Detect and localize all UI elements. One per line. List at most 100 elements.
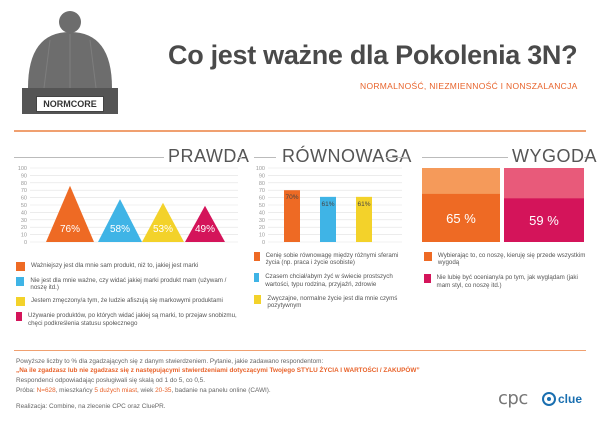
y-tick-label: 10 (259, 233, 265, 239)
legend-swatch-blue (254, 273, 260, 283)
normcore-badge: NORMCORE (18, 93, 122, 113)
section-title-wygoda: WYGODA (512, 146, 598, 166)
sample-text-2: , wiek (136, 387, 156, 394)
y-tick-label: 70 (21, 188, 27, 194)
y-tick-label: 100 (256, 166, 265, 172)
page-title: Co jest ważne dla Pokolenia 3N? (168, 40, 578, 70)
legend-item: Zwyczajne, normalne życie jest dla mnie … (254, 294, 404, 310)
wygoda-legend: Wybierając to, co noszę, kieruję się prz… (424, 252, 588, 289)
legend-item: Nie jest dla mnie ważne, czy widać jakie… (16, 277, 241, 291)
footer-scale: Respondenci odpowiadając posługiwali się… (16, 377, 206, 384)
legend-item: Używanie produktów, po których widać jak… (16, 312, 241, 327)
legend-item: Czasem chciał/abym żyć w świecie prostsz… (254, 273, 404, 288)
sample-label: Próba: (16, 387, 37, 394)
legend-item: Ważniejszy jest dla mnie sam produkt, ni… (16, 262, 241, 271)
y-tick-label: 60 (21, 196, 27, 202)
rownowaga-legend: Cenię sobie równowagę między różnymi sfe… (254, 252, 404, 309)
legend-item: Wybierając to, co noszę, kieruję się prz… (424, 252, 588, 266)
bar-mark (356, 196, 372, 242)
wygoda-chart: 65 % 59 % (422, 168, 584, 242)
y-tick-label: 0 (24, 240, 27, 246)
triangle-mark (46, 185, 94, 242)
section-title-prawda: PRAWDA (168, 146, 250, 166)
footer-note: Powyższe liczby to % dla zgadzających si… (16, 358, 324, 365)
y-tick-label: 80 (21, 181, 27, 187)
normcore-badge-label: NORMCORE (36, 96, 104, 112)
data-label: 65 % (446, 211, 476, 226)
legend-text: Czasem chciał/abym żyć w świecie prostsz… (265, 273, 393, 288)
y-tick-label: 40 (21, 210, 27, 216)
prawda-title-rule-left (14, 157, 164, 158)
y-tick-label: 50 (259, 203, 265, 209)
y-tick-label: 0 (262, 240, 265, 246)
legend-swatch-magenta (424, 274, 431, 284)
clue-logo-icon (542, 392, 556, 406)
legend-item: Nie lubię być oceniany/a po tym, jak wyg… (424, 274, 588, 289)
data-label: 59 % (529, 213, 559, 228)
y-tick-label: 80 (259, 181, 265, 187)
footer-question: „Na ile zgadzasz lub nie zgadzasz się z … (16, 367, 420, 374)
legend-text: Zwyczajne, normalne życie jest dla mnie … (267, 294, 398, 310)
footer-sample: Próba: N=628, mieszkańcy 5 dużych miast,… (16, 387, 271, 395)
legend-text: Nie jest dla mnie ważne, czy widać jakie… (30, 277, 227, 292)
y-tick-label: 100 (18, 166, 27, 172)
triangle-mark (142, 202, 184, 242)
rownowaga-title-rule-right (386, 157, 408, 158)
triangle-mark (98, 199, 142, 242)
y-tick-label: 30 (259, 218, 265, 224)
legend-text: Używanie produktów, po których widać jak… (28, 312, 237, 327)
legend-item: Jestem zmęczony/a tym, że ludzie afiszuj… (16, 297, 241, 307)
data-label: 61% (357, 201, 370, 208)
sample-age: 20-35 (155, 387, 172, 394)
rownowaga-title-rule-left (254, 157, 276, 158)
data-label: 76% (60, 224, 80, 235)
bar-mark (320, 196, 336, 242)
legend-swatch-orange (16, 262, 25, 271)
prawda-legend: Ważniejszy jest dla mnie sam produkt, ni… (16, 262, 241, 327)
y-tick-label: 20 (21, 225, 27, 231)
legend-text: Cenię sobie równowagę między różnymi sfe… (265, 252, 399, 267)
y-tick-label: 50 (21, 203, 27, 209)
sample-text-1: , mieszkańcy (55, 387, 95, 394)
y-tick-label: 40 (259, 210, 265, 216)
bar-mark (284, 190, 300, 242)
legend-swatch-orange (254, 252, 260, 261)
y-tick-label: 20 (259, 225, 265, 231)
footer-credits: Realizacja: Combine, na zlecenie CPC ora… (16, 403, 166, 410)
data-label: 70% (285, 194, 298, 201)
sample-n: N=628 (36, 387, 56, 394)
sample-text-3: , badanie na panelu online (CAWI). (171, 387, 271, 394)
header-divider (14, 130, 586, 132)
legend-swatch-yellow (16, 297, 25, 307)
data-label: 58% (110, 224, 130, 235)
box-fill-mark (422, 193, 500, 242)
clue-logo-text: clue (558, 392, 583, 406)
cpc-logo: cpc (498, 388, 528, 409)
data-label: 49% (195, 224, 215, 235)
sample-cities: 5 dużych miast (94, 387, 137, 394)
data-label: 53% (153, 224, 173, 235)
legend-text: Ważniejszy jest dla mnie sam produkt, ni… (31, 262, 199, 269)
legend-swatch-yellow (254, 294, 262, 304)
section-title-rownowaga: RÓWNOWAGA (282, 146, 412, 166)
footer-divider (14, 350, 586, 351)
legend-item: Cenię sobie równowagę między różnymi sfe… (254, 252, 404, 266)
legend-text: Wybierając to, co noszę, kieruję się prz… (437, 252, 586, 267)
legend-swatch-orange (424, 252, 432, 261)
y-tick-label: 10 (21, 233, 27, 239)
legend-text: Nie lubię być oceniany/a po tym, jak wyg… (436, 274, 578, 289)
legend-text: Jestem zmęczony/a tym, że ludzie afiszuj… (31, 297, 223, 305)
y-tick-label: 60 (259, 196, 265, 202)
legend-swatch-blue (16, 277, 25, 286)
legend-swatch-magenta (16, 312, 22, 322)
box-fill-mark (504, 198, 584, 242)
triangle-mark (185, 205, 225, 242)
y-tick-label: 90 (21, 173, 27, 179)
wygoda-title-rule-right (584, 157, 586, 158)
y-tick-label: 30 (21, 218, 27, 224)
clue-logo: clue (542, 392, 582, 406)
prawda-title-rule-right (238, 157, 242, 158)
